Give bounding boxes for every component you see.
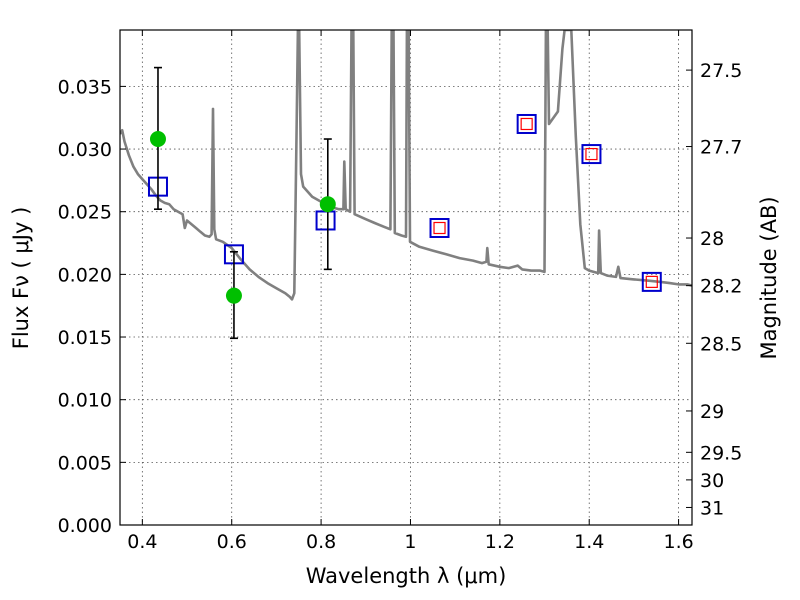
y-axis-label: Flux Fν ( μJy )	[9, 207, 33, 350]
y-tick-label: 0.015	[58, 327, 112, 349]
y-tick-label: 0.010	[58, 390, 112, 412]
model-photometry-inner-box	[645, 275, 658, 288]
y2-axis-label: Magnitude (AB)	[757, 196, 781, 359]
y2-tick-label: 31	[700, 497, 724, 519]
x-tick-label: 0.8	[306, 531, 336, 553]
model-spectrum-line	[120, 30, 692, 301]
x-axis-label: Wavelength λ (μm)	[306, 564, 507, 588]
observed-point	[225, 287, 242, 304]
x-tick-label: 1.2	[485, 531, 515, 553]
y2-tick-label: 27.7	[700, 137, 742, 159]
y2-tick-label: 28.5	[700, 333, 742, 355]
x-tick-label: 1.4	[574, 531, 604, 553]
model-photometry-box	[641, 271, 662, 292]
plot-frame	[119, 29, 693, 526]
y-tick-label: 0.000	[58, 515, 112, 537]
y2-tick-label: 27.5	[700, 60, 742, 82]
x-tick-label: 1.6	[663, 531, 693, 553]
y2-tick-label: 28.2	[700, 276, 742, 298]
y-tick-label: 0.030	[58, 139, 112, 161]
y2-tick-label: 29.5	[700, 442, 742, 464]
y2-tick-label: 30	[700, 470, 724, 492]
x-tick-label: 1	[404, 531, 416, 553]
data-layer	[120, 30, 692, 340]
y-tick-label: 0.035	[58, 76, 112, 98]
model-photometry-box	[516, 113, 537, 134]
model-photometry-inner-box	[433, 221, 446, 235]
y2-tick-label: 29	[700, 401, 724, 423]
model-photometry-inner-box	[585, 147, 598, 161]
ticks: 0.4 0.6 0.8 1 1.2 1.4 1.6 0.000 0.005 0.010 0.015 0…	[58, 30, 742, 553]
x-tick-label: 0.4	[127, 531, 157, 553]
observed-point	[149, 131, 166, 148]
y-tick-label: 0.005	[58, 452, 112, 474]
observed-point	[319, 196, 336, 213]
model-photometry-box	[581, 144, 602, 165]
y-tick-label: 0.025	[58, 202, 112, 224]
y2-tick-label: 28	[700, 228, 724, 250]
model-photometry-box	[429, 218, 450, 238]
model-photometry-inner-box	[520, 117, 533, 131]
y-tick-label: 0.020	[58, 264, 112, 286]
x-tick-label: 0.6	[217, 531, 247, 553]
